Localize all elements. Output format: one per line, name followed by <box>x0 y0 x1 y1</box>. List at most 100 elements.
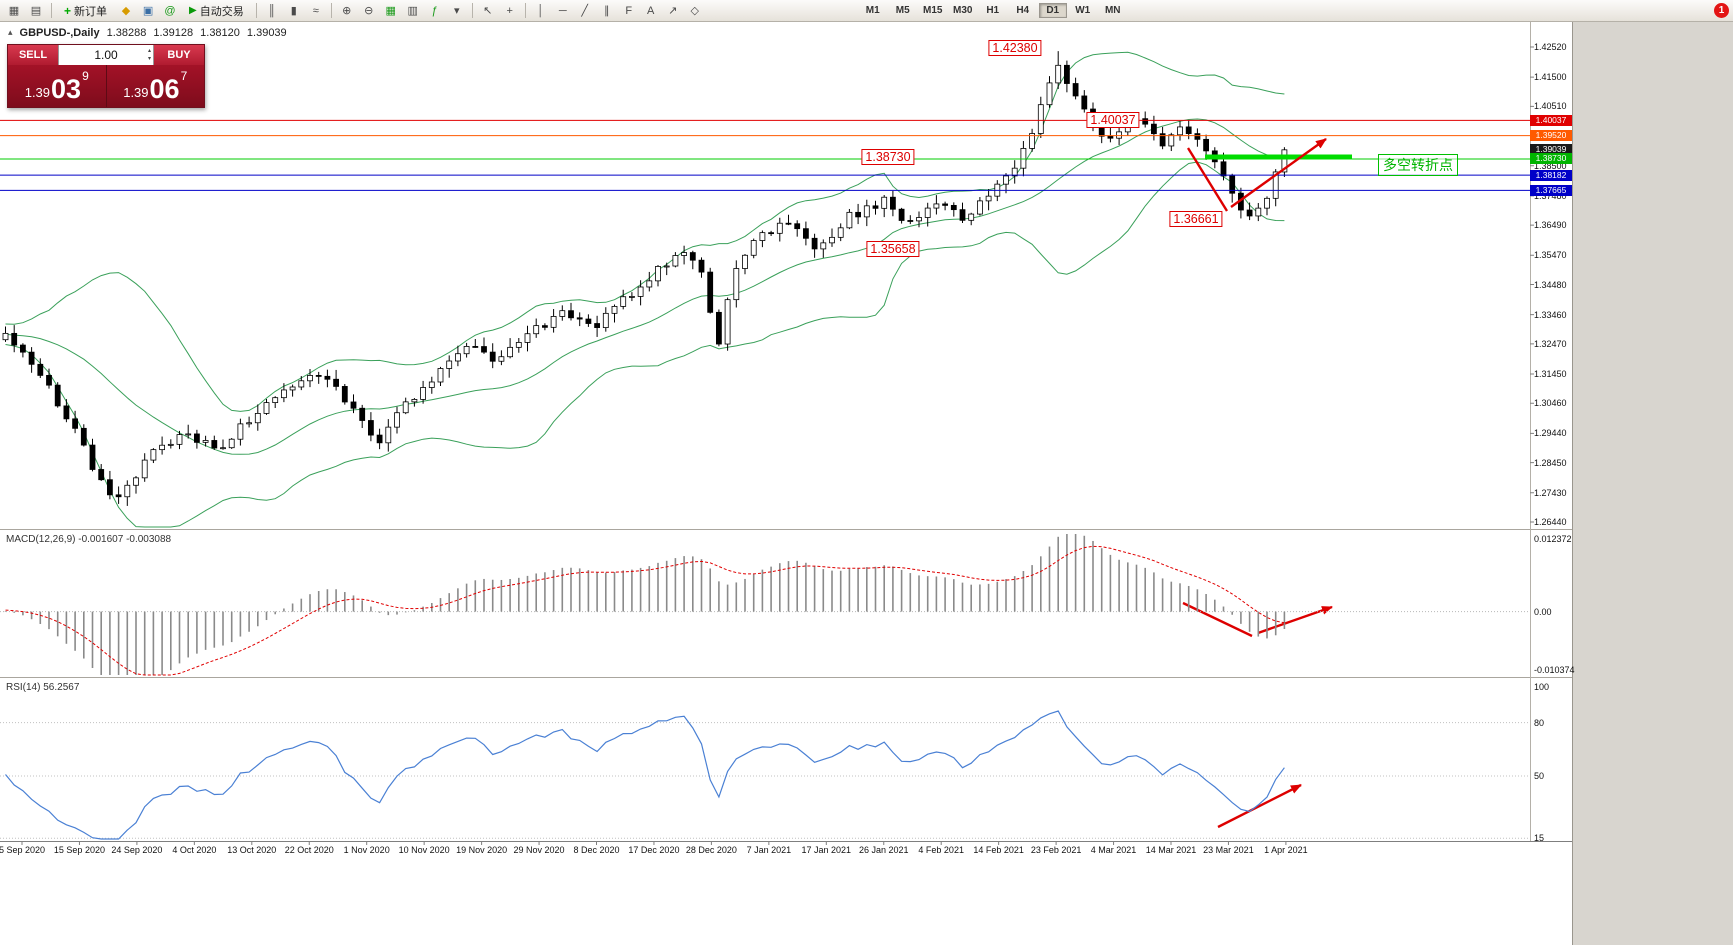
price-badge: 1.39520 <box>1530 130 1572 142</box>
time-axis-label: 26 Jan 2021 <box>858 845 909 855</box>
note-turning-point[interactable]: 多空转折点 <box>1378 154 1458 176</box>
autotrading-button[interactable]: ▶ 自动交易 <box>182 1 251 21</box>
sell-button[interactable]: SELL <box>8 45 58 65</box>
horizontal-line-icon[interactable]: ─ <box>558 4 567 17</box>
price-tick: 1.38500 <box>1534 160 1567 171</box>
trend-arrow <box>1186 147 1229 212</box>
sell-price[interactable]: 1.39 03 9 <box>8 65 107 107</box>
time-axis-label: 7 Jan 2021 <box>746 845 792 855</box>
trend-arrow <box>1182 601 1253 638</box>
price-label-pivot[interactable]: 1.38730 <box>861 149 915 165</box>
time-axis-label: 15 Sep 2020 <box>53 845 105 855</box>
trend-arrow <box>1257 605 1333 635</box>
time-axis-label: 14 Mar 2021 <box>1145 845 1197 855</box>
autotrading-play-icon: ▶ <box>189 5 197 16</box>
new-order-button[interactable]: + 新订单 <box>57 1 114 21</box>
new-order-icon: + <box>64 3 72 18</box>
chart-title: ▴ GBPUSD-,Daily 1.38288 1.39128 1.38120 … <box>8 27 287 39</box>
expand-icon[interactable]: ▴ <box>8 27 13 37</box>
volume-down-button[interactable]: ▾ <box>147 56 151 62</box>
price-label-support[interactable]: 1.35658 <box>866 241 920 257</box>
volume-value: 1.00 <box>94 48 118 62</box>
timeframe-h4[interactable]: H4 <box>1016 5 1030 16</box>
price-badge: 1.40037 <box>1530 114 1572 126</box>
timeframe-m1[interactable]: M1 <box>865 5 880 16</box>
new-chart-icon[interactable]: ▦ <box>8 5 20 17</box>
price-label-high[interactable]: 1.42380 <box>988 40 1042 56</box>
profiles-icon[interactable]: ▤ <box>30 5 42 17</box>
price-tick: 1.42520 <box>1534 42 1567 52</box>
toolbar-separator <box>51 3 52 18</box>
timeframe-m5[interactable]: M5 <box>895 5 910 16</box>
notification-badge[interactable]: 1 <box>1714 3 1729 18</box>
autotrading-label: 自动交易 <box>199 5 244 18</box>
price-tick: 1.40510 <box>1534 101 1567 112</box>
main-toolbar: ▦ ▤ + 新订单 ◆ ▣ @ ▶ 自动交易 ║ ▮ ≈ ⊕ ⊖ ▦ ▥ ƒ ▾… <box>0 0 1733 22</box>
fibonacci-icon[interactable]: F <box>625 4 633 17</box>
metaeditor-icon[interactable]: ◆ <box>121 5 131 17</box>
terminal-icon[interactable]: ▣ <box>142 5 154 17</box>
data-window-icon[interactable]: ▥ <box>407 5 418 17</box>
add-indicator-icon[interactable]: ƒ <box>431 4 438 17</box>
crosshair-icon[interactable]: + <box>506 4 513 17</box>
volume-input[interactable]: 1.00 ▴ ▾ <box>58 45 154 65</box>
rsi-axis-label: 100 <box>1534 682 1550 692</box>
time-axis-label: 14 Feb 2021 <box>973 845 1024 855</box>
zoom-out-icon[interactable]: ⊖ <box>364 5 374 17</box>
price-tick: 1.26440 <box>1534 517 1567 527</box>
time-axis-label: 4 Oct 2020 <box>172 845 217 855</box>
ohlc-high: 1.39128 <box>153 27 194 39</box>
time-axis-label: 17 Jan 2021 <box>801 845 852 855</box>
price-label-resistance[interactable]: 1.40037 <box>1086 112 1140 128</box>
dropdown-caret-icon[interactable]: ▾ <box>453 5 460 17</box>
text-label-icon[interactable]: A <box>647 4 655 17</box>
rsi-indicator <box>0 710 1530 840</box>
toolbar-separator <box>330 3 332 18</box>
price-label-low[interactable]: 1.36661 <box>1169 211 1223 227</box>
cursor-icon[interactable]: ↖ <box>483 5 493 17</box>
candlestick-chart-icon[interactable]: ▮ <box>290 5 297 17</box>
volume-up-button[interactable]: ▴ <box>147 48 151 54</box>
timeframe-w1[interactable]: W1 <box>1075 5 1091 16</box>
timeframe-m30[interactable]: M30 <box>952 5 973 16</box>
timeframe-mn[interactable]: MN <box>1104 5 1121 16</box>
time-axis-label: 17 Dec 2020 <box>628 845 680 855</box>
scripts-icon[interactable]: @ <box>164 4 176 17</box>
price-tick: 1.28450 <box>1534 457 1567 468</box>
buy-price[interactable]: 1.39 06 7 <box>107 65 205 107</box>
price-badge: 1.38182 <box>1530 169 1572 181</box>
zoom-in-icon[interactable]: ⊕ <box>342 5 352 17</box>
time-axis-label: 23 Feb 2021 <box>1030 845 1082 855</box>
macd-label: MACD(12,26,9) -0.001607 -0.003088 <box>6 534 172 545</box>
price-tick: 1.30460 <box>1534 398 1567 409</box>
tile-windows-icon[interactable]: ▦ <box>385 5 396 17</box>
channel-icon[interactable]: ∥ <box>603 5 610 17</box>
price-badge: 1.37665 <box>1530 184 1572 196</box>
one-click-trading-widget[interactable]: SELL 1.00 ▴ ▾ BUY 1.39 03 9 1.39 06 7 <box>7 44 205 108</box>
rsi-label: RSI(14) 56.2567 <box>6 682 80 693</box>
trendline-icon[interactable]: ╱ <box>581 5 589 17</box>
bar-chart-icon[interactable]: ║ <box>267 4 276 17</box>
line-chart-icon[interactable]: ≈ <box>312 4 319 17</box>
time-axis-label: 23 Mar 2021 <box>1203 845 1254 855</box>
price-badge: 1.38730 <box>1530 153 1572 165</box>
vertical-line-icon[interactable]: │ <box>537 4 545 17</box>
time-axis-label: 1 Apr 2021 <box>1264 845 1308 855</box>
buy-button[interactable]: BUY <box>154 45 204 65</box>
timeframe-m15[interactable]: M15 <box>922 5 943 16</box>
trend-arrow <box>1230 138 1327 208</box>
symbol-name: GBPUSD-,Daily <box>19 27 100 39</box>
new-order-label: 新订单 <box>74 5 108 18</box>
timeframe-d1[interactable]: D1 <box>1038 3 1067 18</box>
time-axis-label: 24 Sep 2020 <box>111 845 163 855</box>
price-tick: 1.36490 <box>1534 220 1567 231</box>
shapes-icon[interactable]: ◇ <box>690 5 699 17</box>
timeframe-h1[interactable]: H1 <box>986 5 1000 16</box>
rsi-axis-label: 50 <box>1534 771 1545 781</box>
toolbar-separator <box>255 3 257 18</box>
macd-axis-label: 0.00 <box>1534 606 1552 617</box>
toolbar-separator <box>471 3 473 18</box>
arrows-icon[interactable]: ↗ <box>668 5 678 17</box>
